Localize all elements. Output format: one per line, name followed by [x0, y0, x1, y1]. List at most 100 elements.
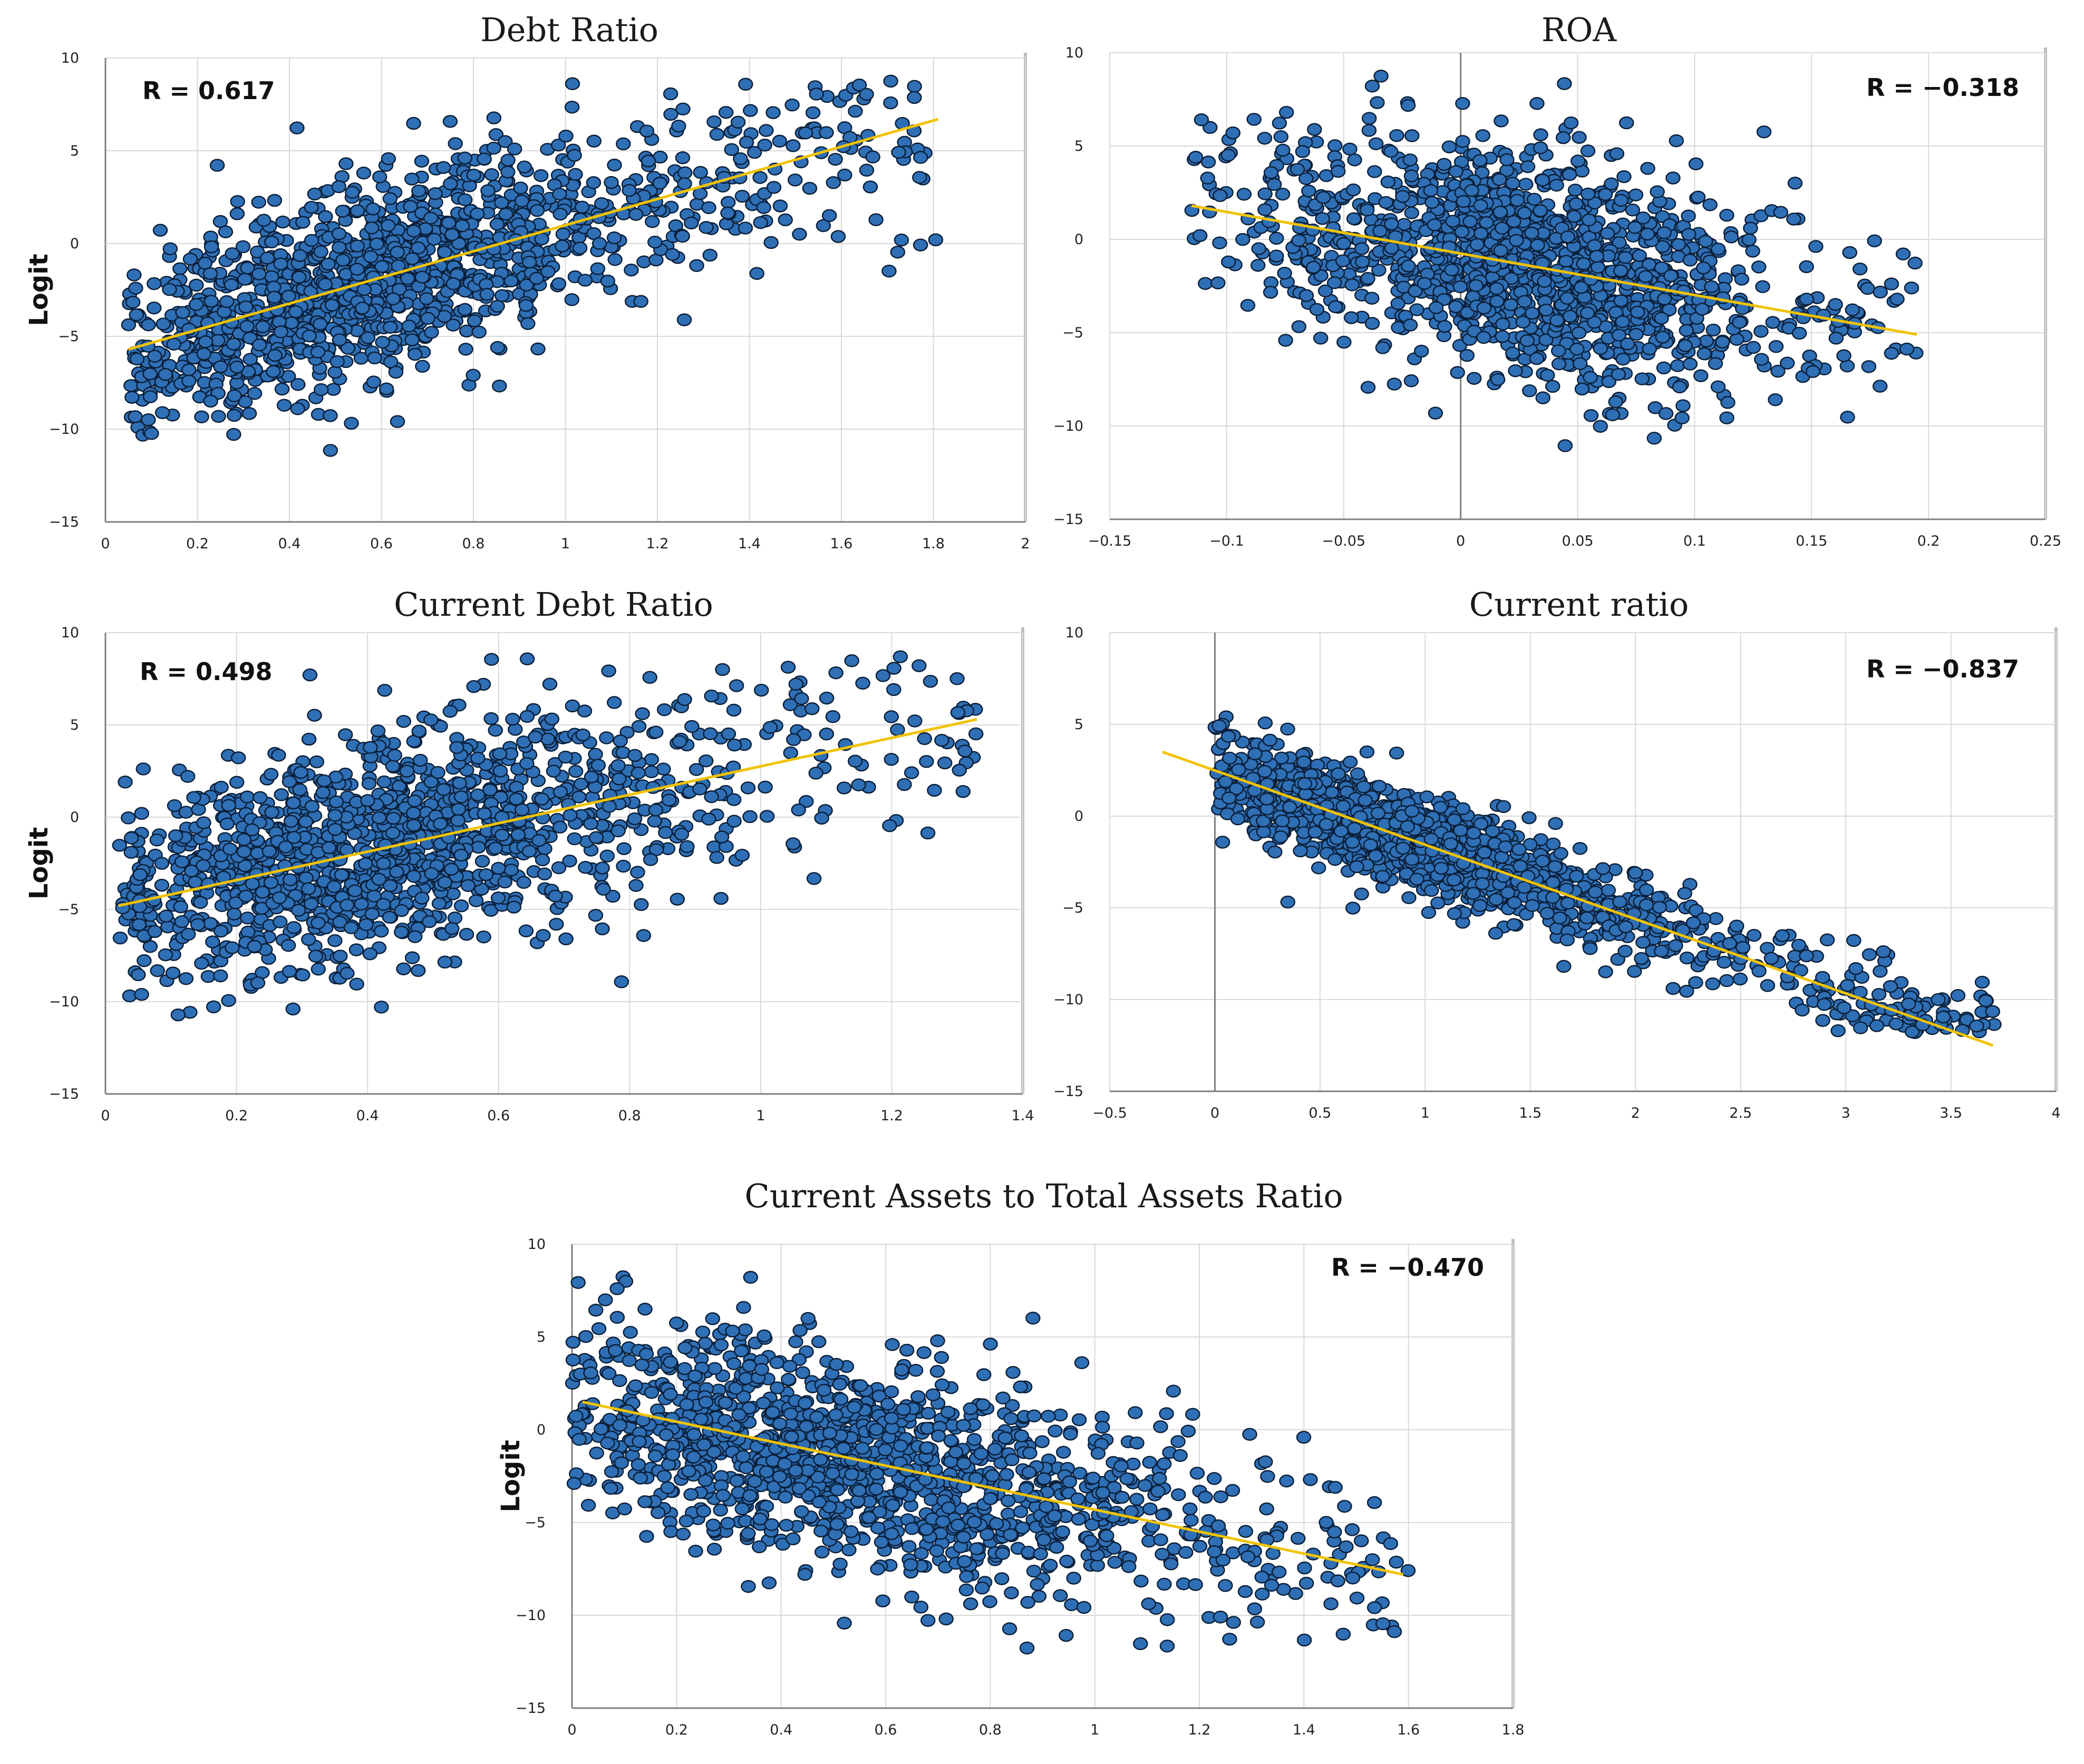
data-point	[304, 897, 319, 910]
data-point	[250, 976, 266, 990]
data-point	[749, 267, 764, 280]
data-point	[1642, 342, 1657, 355]
data-point	[1679, 324, 1694, 337]
data-point	[606, 231, 622, 245]
data-point	[647, 235, 663, 249]
x-tick-label: 0.4	[356, 1108, 379, 1124]
data-point	[1263, 286, 1278, 299]
data-point	[624, 263, 639, 277]
data-point	[1693, 369, 1709, 382]
data-point	[675, 229, 690, 243]
data-point	[229, 360, 245, 374]
data-point	[226, 428, 241, 441]
data-point	[704, 790, 719, 803]
data-point	[168, 829, 183, 842]
data-point	[404, 172, 420, 186]
data-point	[518, 924, 534, 938]
data-point	[1509, 234, 1524, 247]
x-tick-label: 2.5	[1729, 1105, 1752, 1121]
data-point	[165, 966, 181, 980]
data-point	[558, 932, 574, 946]
data-point	[128, 410, 143, 423]
data-point	[382, 910, 398, 924]
data-point	[255, 320, 270, 334]
data-point	[457, 151, 472, 165]
y-tick-label: 0	[70, 809, 79, 826]
data-point	[221, 799, 237, 812]
data-point	[240, 925, 256, 939]
data-point	[1579, 306, 1595, 320]
data-point	[1613, 294, 1629, 307]
data-point	[1336, 335, 1352, 349]
data-point	[552, 207, 568, 221]
data-point	[1889, 293, 1905, 306]
data-point	[1383, 145, 1399, 158]
data-point	[334, 868, 350, 881]
data-point	[519, 652, 535, 666]
data-point	[1519, 334, 1535, 347]
data-point	[1489, 295, 1505, 308]
data-point	[586, 176, 602, 189]
data-point	[419, 292, 434, 305]
data-point	[552, 820, 568, 834]
data-point	[595, 922, 610, 936]
data-point	[633, 295, 648, 308]
data-point	[264, 806, 279, 819]
data-point	[891, 146, 906, 159]
data-point	[358, 857, 373, 870]
data-point	[335, 254, 351, 267]
data-point	[897, 778, 912, 791]
data-point	[1336, 237, 1352, 250]
data-point	[129, 352, 145, 366]
data-point	[264, 235, 279, 249]
data-point	[225, 941, 240, 954]
data-point	[503, 188, 519, 202]
data-point	[1269, 231, 1284, 245]
x-tick-label: 0.6	[487, 1108, 510, 1124]
data-point	[1779, 356, 1795, 370]
data-point	[225, 247, 240, 260]
data-point	[424, 867, 439, 880]
data-point	[1884, 277, 1899, 290]
data-point	[661, 793, 677, 807]
data-point	[430, 765, 445, 779]
data-point	[449, 741, 464, 754]
data-point	[457, 193, 473, 207]
correlation-label: R = −0.318	[1866, 73, 2019, 102]
data-point	[1656, 226, 1672, 239]
data-point	[1650, 185, 1665, 198]
data-point	[577, 704, 593, 718]
data-point	[528, 730, 543, 744]
data-point	[337, 728, 353, 741]
data-point	[370, 724, 386, 738]
data-point	[882, 819, 897, 832]
data-point	[950, 706, 966, 719]
data-point	[1476, 331, 1491, 344]
data-point	[1508, 364, 1523, 377]
data-point	[350, 204, 365, 218]
data-point	[188, 875, 203, 889]
data-point	[509, 792, 524, 806]
data-point	[702, 248, 718, 262]
data-point	[1367, 165, 1382, 178]
data-point	[1364, 292, 1380, 305]
data-point	[1316, 191, 1331, 204]
data-point	[1799, 293, 1815, 306]
data-point	[451, 802, 467, 816]
data-point	[1583, 371, 1598, 384]
data-point	[288, 305, 304, 318]
x-tick-label: 1.5	[1519, 1105, 1542, 1121]
data-point	[1559, 292, 1575, 305]
data-point	[385, 811, 401, 825]
data-point	[540, 732, 556, 746]
data-point	[567, 149, 582, 162]
data-point	[1404, 129, 1420, 142]
data-point	[154, 857, 170, 870]
data-point	[264, 270, 279, 284]
data-point	[142, 390, 158, 403]
data-point	[1720, 396, 1736, 409]
data-point	[578, 861, 593, 874]
data-point	[574, 200, 590, 214]
data-point	[1521, 384, 1537, 398]
data-point	[1535, 173, 1550, 187]
